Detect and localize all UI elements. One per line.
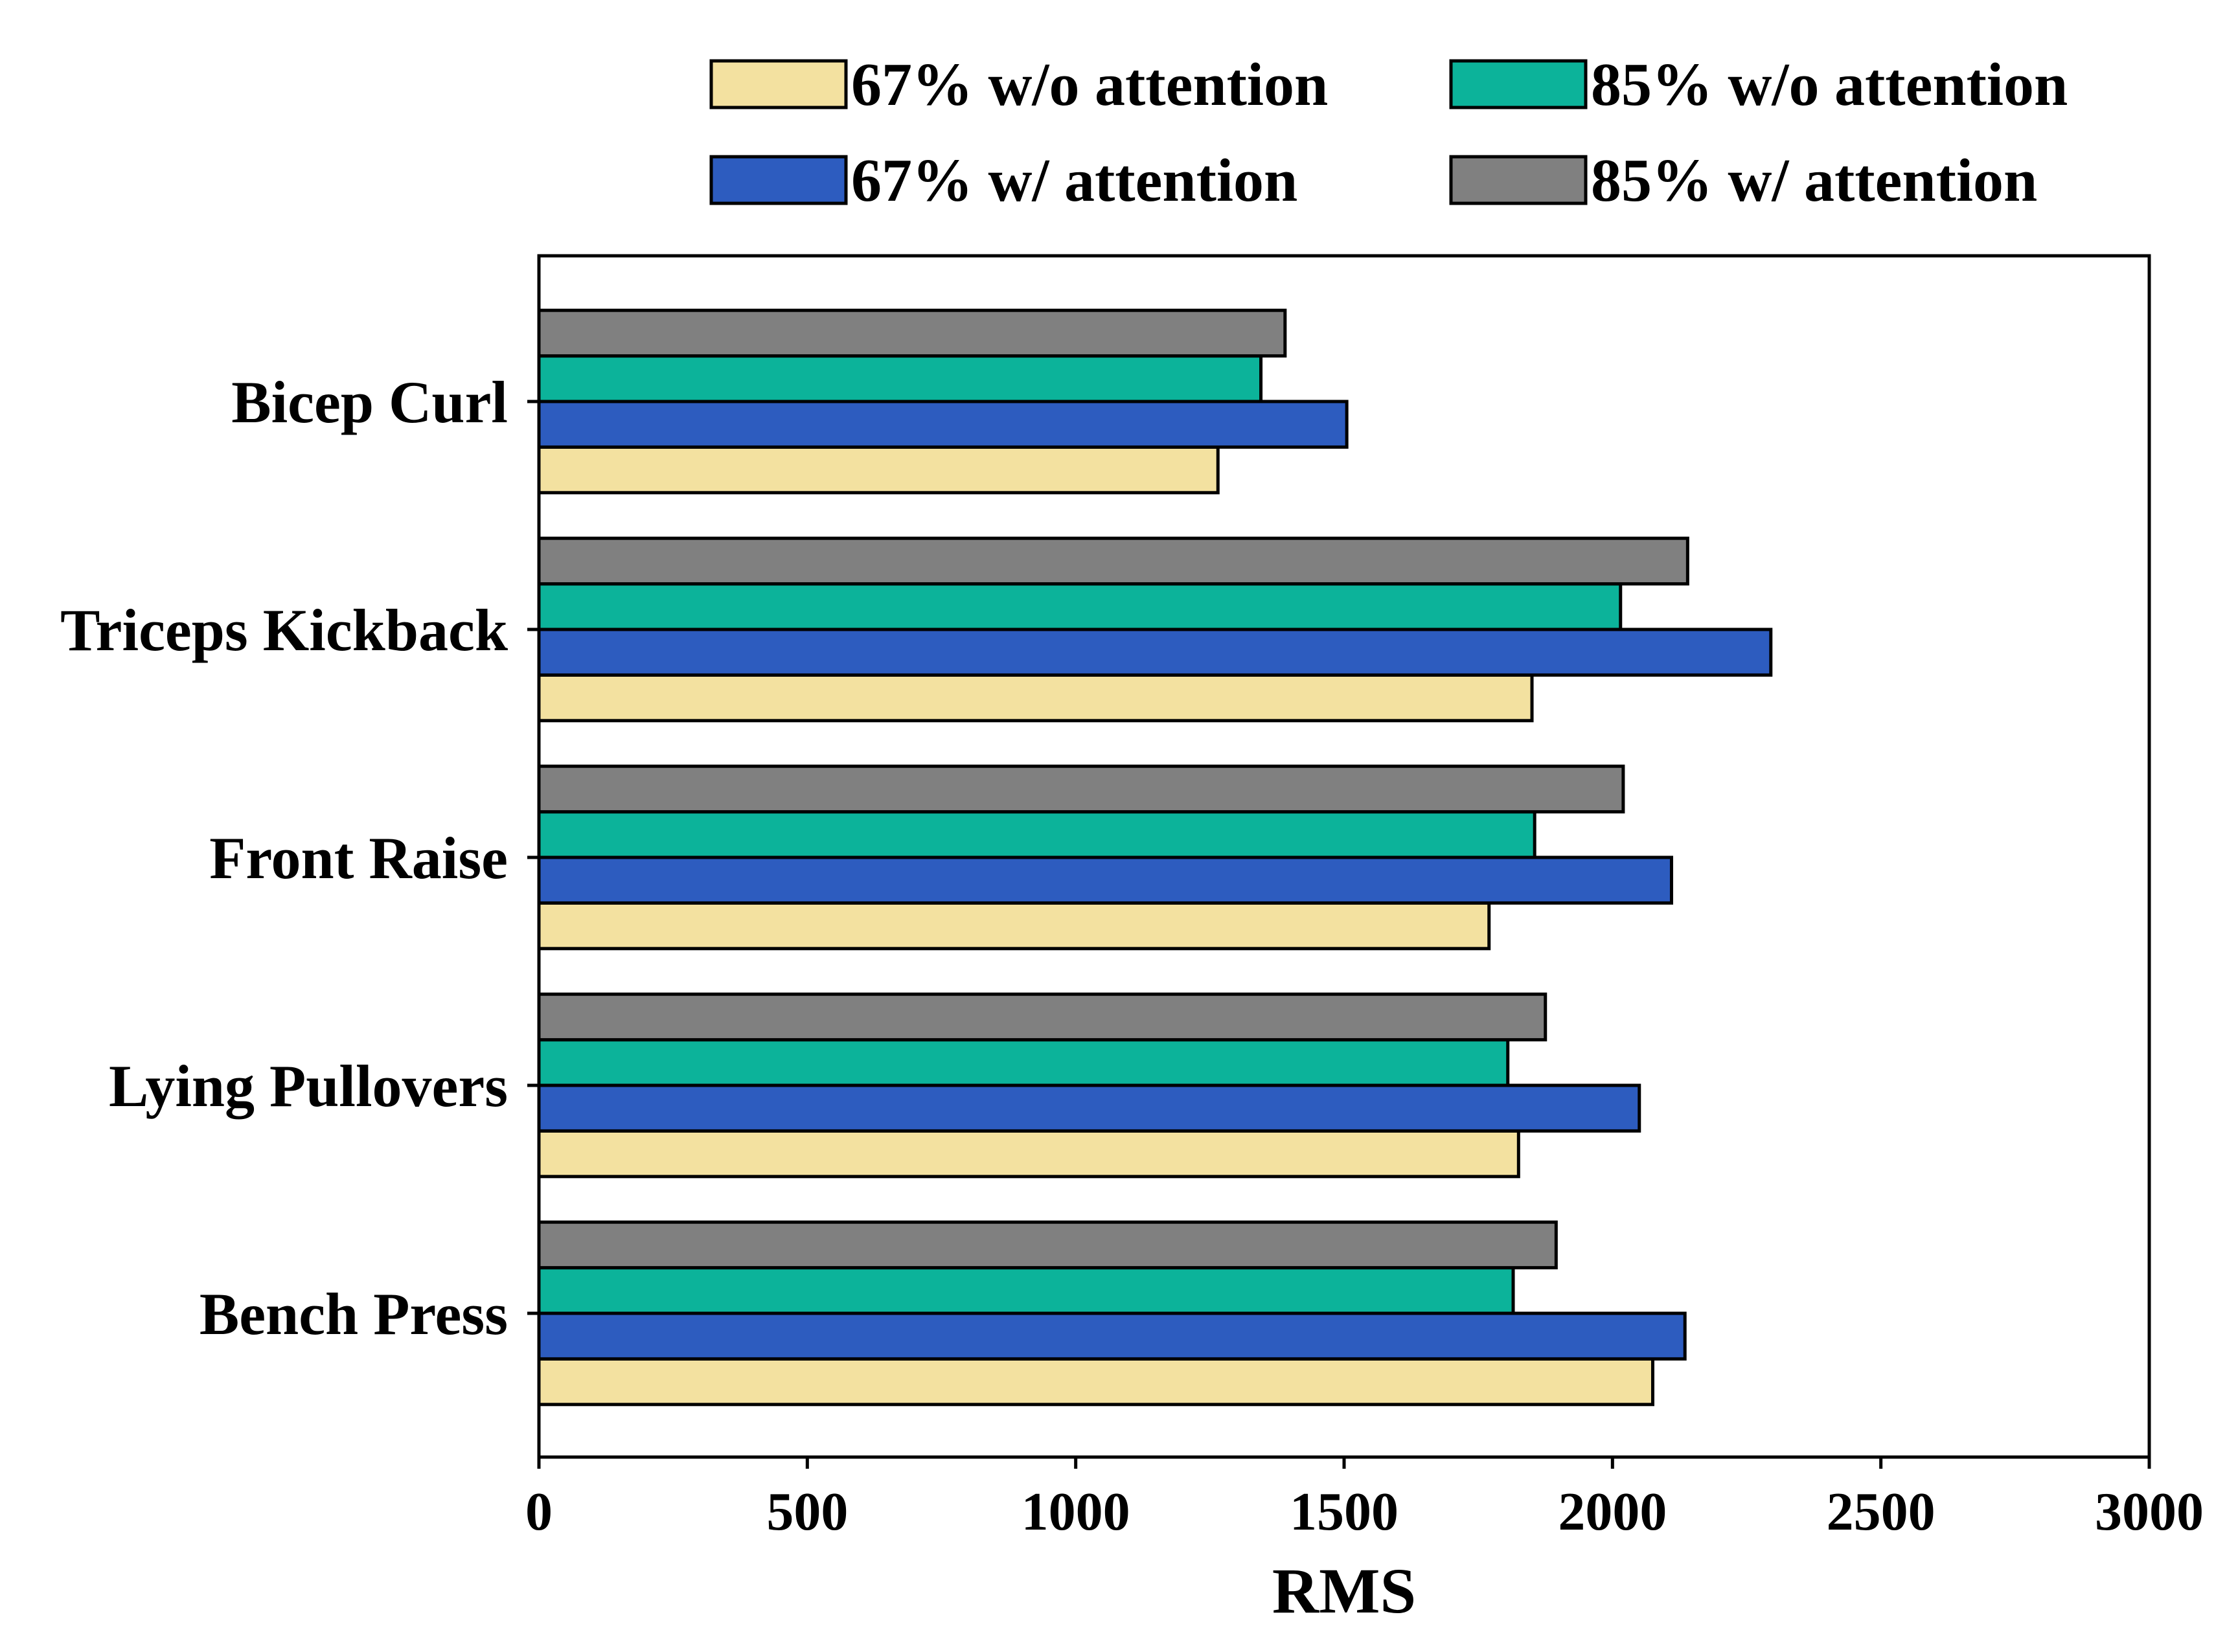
x-tick-label-1500: 1500	[1290, 1482, 1399, 1542]
bar-bicep-curl-67pct-w-attention	[537, 400, 1349, 449]
x-axis-title: RMS	[1272, 1555, 1416, 1627]
x-tick-label-2000: 2000	[1558, 1482, 1667, 1542]
bar-bench-press-67pct-w-o-attention	[537, 1357, 1654, 1407]
bar-triceps-kickback-85pct-w-o-attention	[537, 582, 1623, 631]
bars	[537, 308, 1773, 1407]
bar-lying-pullovers-85pct-w-o-attention	[537, 1038, 1510, 1087]
legend-swatch-67pct-w-attention	[709, 155, 848, 205]
legend-label-67pct-w-o-attention: 67% w/o attention	[851, 51, 1328, 119]
bar-front-raise-85pct-w-attention	[537, 764, 1625, 814]
bar-lying-pullovers-67pct-w-o-attention	[537, 1129, 1520, 1179]
bar-front-raise-67pct-w-o-attention	[537, 901, 1491, 951]
legend-swatch-85pct-w-attention	[1449, 155, 1588, 205]
x-tick-label-1000: 1000	[1022, 1482, 1130, 1542]
x-tick-label-2500: 2500	[1827, 1482, 1935, 1542]
bar-lying-pullovers-67pct-w-attention	[537, 1083, 1641, 1133]
bar-front-raise-85pct-w-o-attention	[537, 810, 1536, 859]
bar-triceps-kickback-67pct-w-o-attention	[537, 673, 1534, 723]
bar-front-raise-67pct-w-attention	[537, 855, 1673, 905]
x-axis: 0 500 1000 1500 2000 2500 3000	[525, 1457, 2204, 1542]
category-label-bench-press: Bench Press	[200, 1281, 508, 1347]
category-label-triceps-kickback: Triceps Kickback	[60, 597, 508, 663]
legend: 67% w/o attention 67% w/ attention 85% w/o…	[709, 51, 2068, 214]
bar-triceps-kickback-85pct-w-attention	[537, 536, 1689, 586]
bar-lying-pullovers-85pct-w-attention	[537, 992, 1547, 1042]
legend-label-85pct-w-attention: 85% w/ attention	[1591, 147, 2037, 214]
legend-swatch-67pct-w-o-attention	[709, 59, 848, 109]
bar-triceps-kickback-67pct-w-attention	[537, 628, 1773, 677]
x-tick-label-0: 0	[525, 1482, 553, 1542]
legend-swatch-85pct-w-o-attention	[1449, 59, 1588, 109]
bar-bicep-curl-67pct-w-o-attention	[537, 445, 1220, 495]
bar-bench-press-85pct-w-o-attention	[537, 1266, 1515, 1315]
legend-label-67pct-w-attention: 67% w/ attention	[851, 147, 1297, 214]
bar-bench-press-85pct-w-attention	[537, 1220, 1558, 1270]
bar-bench-press-67pct-w-attention	[537, 1311, 1687, 1361]
category-label-bicep-curl: Bicep Curl	[231, 369, 508, 435]
legend-label-85pct-w-o-attention: 85% w/o attention	[1591, 51, 2068, 119]
x-tick-label-500: 500	[766, 1482, 848, 1542]
bar-bicep-curl-85pct-w-attention	[537, 308, 1287, 358]
category-label-lying-pullovers: Lying Pullovers	[109, 1053, 508, 1119]
x-tick-label-3000: 3000	[2095, 1482, 2204, 1542]
bar-bicep-curl-85pct-w-o-attention	[537, 354, 1263, 403]
y-axis: Bicep Curl Triceps Kickback Front Raise Lyi…	[60, 369, 539, 1347]
category-label-front-raise: Front Raise	[209, 825, 508, 891]
